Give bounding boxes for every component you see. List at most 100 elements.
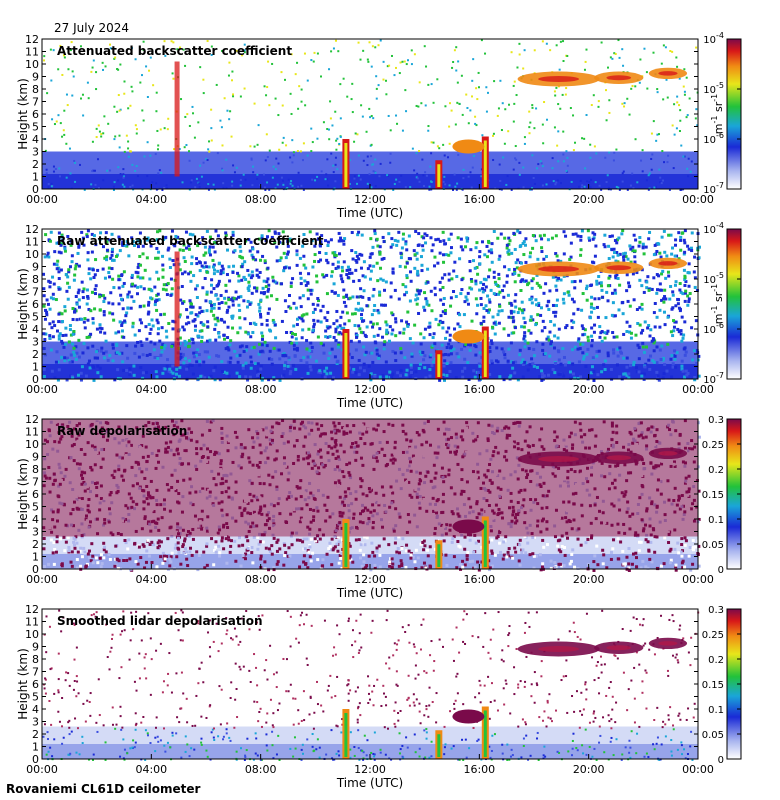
speckle xyxy=(214,229,218,233)
speckle xyxy=(447,326,451,330)
speckle xyxy=(621,102,624,105)
speckle xyxy=(200,335,204,339)
speckle xyxy=(484,52,487,55)
speckle xyxy=(237,279,241,283)
x-tick-label: 16:00 xyxy=(463,383,495,396)
speckle xyxy=(166,128,169,131)
speckle xyxy=(260,322,264,326)
speckle xyxy=(121,183,124,186)
speckle xyxy=(60,312,64,316)
speckle xyxy=(409,257,413,261)
speckle xyxy=(250,346,254,350)
speckle xyxy=(508,376,512,380)
speckle xyxy=(418,150,421,153)
speckle xyxy=(387,543,391,547)
speckle xyxy=(183,259,187,263)
speckle xyxy=(332,322,336,326)
speckle xyxy=(79,564,83,568)
speckle xyxy=(103,115,106,118)
speckle xyxy=(363,333,367,337)
speckle xyxy=(275,259,279,263)
speckle xyxy=(118,109,121,112)
speckle xyxy=(298,538,302,542)
speckle xyxy=(442,239,446,243)
speckle xyxy=(548,330,552,334)
speckle xyxy=(375,546,379,550)
speckle xyxy=(660,62,663,65)
speckle xyxy=(390,237,394,241)
speckle xyxy=(677,551,681,555)
speckle xyxy=(352,279,356,283)
speckle xyxy=(404,549,408,553)
speckle xyxy=(344,304,348,308)
speckle xyxy=(168,367,172,371)
speckle xyxy=(179,352,183,356)
speckle xyxy=(513,270,517,274)
speckle xyxy=(52,49,55,52)
speckle xyxy=(334,327,338,331)
speckle xyxy=(250,291,254,295)
speckle xyxy=(63,356,67,360)
speckle xyxy=(284,309,288,313)
speckle xyxy=(172,263,176,267)
speckle xyxy=(391,328,395,332)
speckle xyxy=(132,364,136,368)
speckle xyxy=(357,230,361,234)
speckle xyxy=(670,307,674,311)
speckle xyxy=(382,347,386,351)
speckle xyxy=(229,110,232,113)
speckle xyxy=(120,351,124,355)
speckle xyxy=(214,241,218,245)
speckle xyxy=(271,176,274,179)
speckle xyxy=(549,342,553,346)
speckle xyxy=(485,309,489,313)
speckle xyxy=(137,262,141,266)
data-texture xyxy=(42,229,701,382)
speckle xyxy=(667,233,671,237)
speckle xyxy=(194,186,197,189)
speckle xyxy=(181,301,185,305)
speckle xyxy=(605,331,609,335)
speckle xyxy=(628,304,632,308)
speckle xyxy=(455,352,459,356)
speckle xyxy=(137,329,141,333)
speckle xyxy=(251,255,255,259)
speckle xyxy=(459,563,463,567)
speckle xyxy=(316,137,319,140)
speckle xyxy=(392,188,395,191)
speckle xyxy=(659,255,663,259)
speckle xyxy=(287,305,291,309)
high-cloud-core xyxy=(606,265,632,271)
colorbar-units: m-1 sr-1 xyxy=(710,284,725,324)
speckle xyxy=(71,317,75,321)
speckle xyxy=(168,564,172,568)
speckle xyxy=(333,291,337,295)
speckle xyxy=(149,327,153,331)
speckle xyxy=(210,139,213,142)
speckle xyxy=(57,337,61,341)
aerosol-column xyxy=(174,61,180,177)
speckle xyxy=(477,378,481,382)
speckle xyxy=(155,308,159,312)
speckle xyxy=(628,330,632,334)
speckle xyxy=(450,277,454,281)
speckle xyxy=(136,175,139,178)
speckle xyxy=(67,285,71,289)
speckle xyxy=(634,85,637,88)
speckle xyxy=(457,153,460,156)
speckle xyxy=(147,303,151,307)
speckle xyxy=(539,160,542,163)
speckle xyxy=(289,306,293,310)
speckle xyxy=(421,350,425,354)
speckle xyxy=(144,325,148,329)
speckle xyxy=(216,269,220,273)
speckle xyxy=(283,364,287,368)
speckle xyxy=(216,234,220,238)
speckle xyxy=(563,553,567,557)
speckle xyxy=(262,279,266,283)
speckle xyxy=(497,277,501,281)
speckle xyxy=(597,100,600,103)
speckle xyxy=(638,306,642,310)
speckle xyxy=(266,289,270,293)
speckle xyxy=(357,279,361,283)
